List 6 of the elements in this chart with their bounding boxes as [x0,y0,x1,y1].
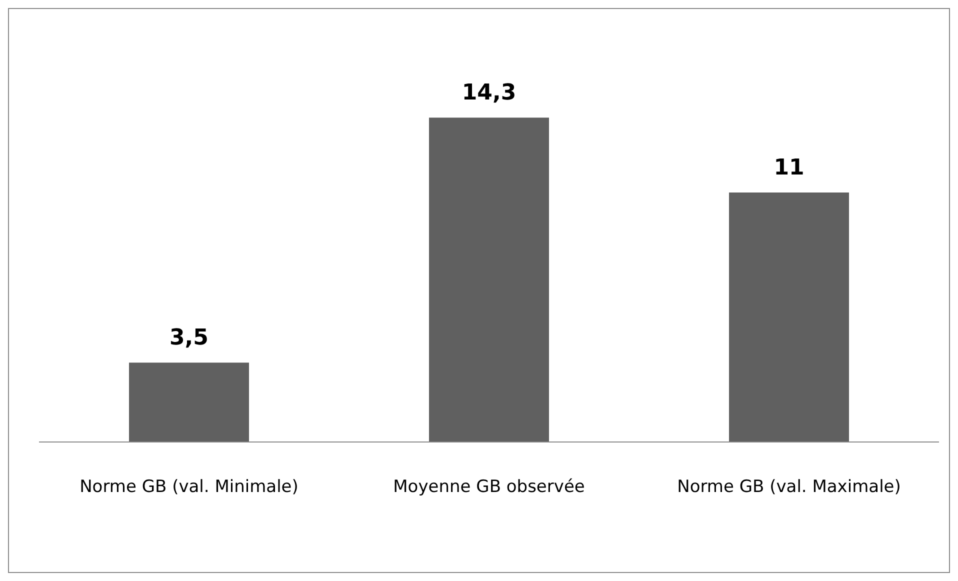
x-tick-label: Norme GB (val. Maximale) [677,477,901,498]
x-tick-label: Norme GB (val. Minimale) [80,477,298,498]
x-tick-label: Moyenne GB observée [393,477,585,498]
data-label: 11 [774,155,804,180]
data-label: 14,3 [462,80,516,106]
data-label: 3,5 [170,326,208,351]
